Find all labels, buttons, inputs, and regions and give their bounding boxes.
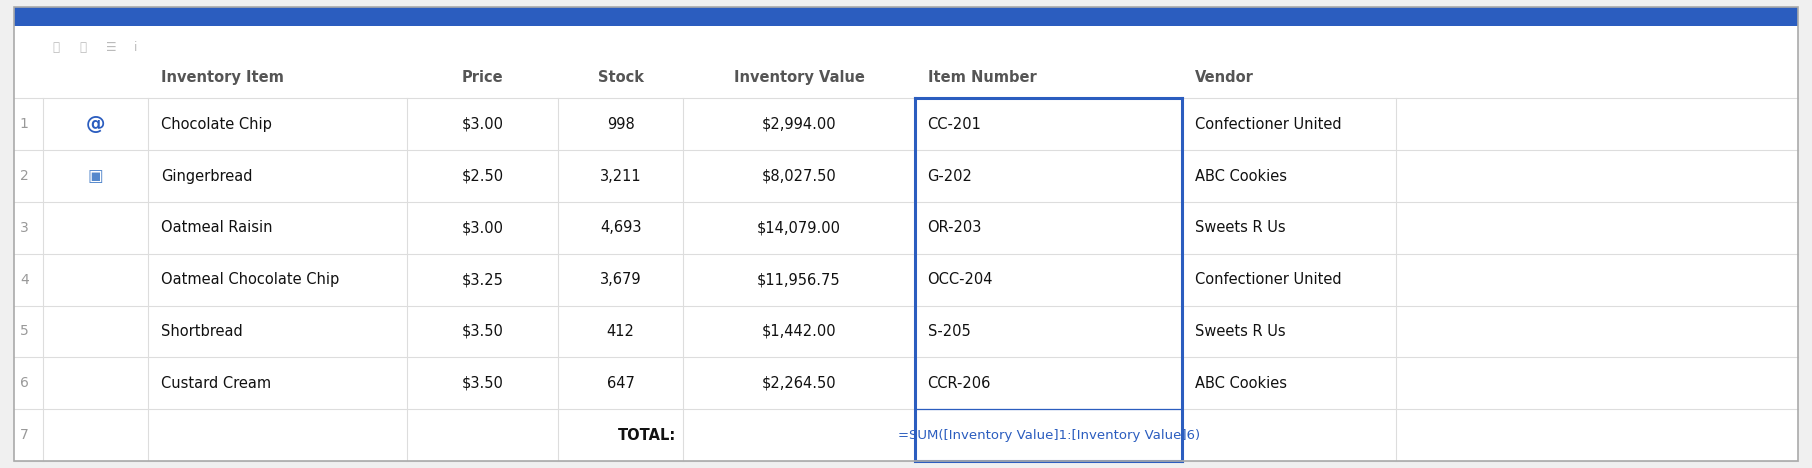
Text: CCR-206: CCR-206 <box>928 376 991 391</box>
Text: $3.00: $3.00 <box>462 117 504 132</box>
Text: $2,264.50: $2,264.50 <box>761 376 837 391</box>
Text: ☰: ☰ <box>107 41 118 54</box>
Text: Oatmeal Raisin: Oatmeal Raisin <box>161 220 272 235</box>
Text: $14,079.00: $14,079.00 <box>757 220 841 235</box>
Text: S-205: S-205 <box>928 324 971 339</box>
Text: 3,679: 3,679 <box>600 272 641 287</box>
Text: 412: 412 <box>607 324 634 339</box>
Bar <box>917 411 1181 459</box>
Text: $8,027.50: $8,027.50 <box>761 168 837 183</box>
Text: ⎘: ⎘ <box>53 41 60 54</box>
Text: Confectioner United: Confectioner United <box>1196 272 1341 287</box>
Text: 4,693: 4,693 <box>600 220 641 235</box>
Text: Price: Price <box>462 71 504 86</box>
Text: CC-201: CC-201 <box>928 117 982 132</box>
Text: Gingerbread: Gingerbread <box>161 168 252 183</box>
Text: $3.25: $3.25 <box>462 272 504 287</box>
Text: 3: 3 <box>20 221 29 235</box>
Text: 647: 647 <box>607 376 634 391</box>
Text: ABC Cookies: ABC Cookies <box>1196 168 1287 183</box>
Text: $2.50: $2.50 <box>462 168 504 183</box>
Text: 1: 1 <box>20 117 29 131</box>
Text: 6: 6 <box>20 376 29 390</box>
Text: OCC-204: OCC-204 <box>928 272 993 287</box>
Bar <box>14 7 1798 26</box>
Text: $2,994.00: $2,994.00 <box>761 117 837 132</box>
Text: Sweets R Us: Sweets R Us <box>1196 220 1287 235</box>
Text: 2: 2 <box>20 169 29 183</box>
Text: Oatmeal Chocolate Chip: Oatmeal Chocolate Chip <box>161 272 339 287</box>
Text: $11,956.75: $11,956.75 <box>757 272 841 287</box>
Text: Confectioner United: Confectioner United <box>1196 117 1341 132</box>
Text: 4: 4 <box>20 273 29 286</box>
Text: OR-203: OR-203 <box>928 220 982 235</box>
Text: $3.50: $3.50 <box>462 376 504 391</box>
Text: $3.50: $3.50 <box>462 324 504 339</box>
Text: Item Number: Item Number <box>928 71 1036 86</box>
Text: 5: 5 <box>20 324 29 338</box>
Text: 3,211: 3,211 <box>600 168 641 183</box>
Text: G-202: G-202 <box>928 168 973 183</box>
Text: $3.00: $3.00 <box>462 220 504 235</box>
Text: ABC Cookies: ABC Cookies <box>1196 376 1287 391</box>
Text: TOTAL:: TOTAL: <box>618 428 676 443</box>
Text: =SUM([Inventory Value]1:[Inventory Value]6): =SUM([Inventory Value]1:[Inventory Value… <box>897 429 1200 442</box>
Text: ␥: ␥ <box>80 41 87 54</box>
Text: i: i <box>134 41 138 54</box>
Text: Shortbread: Shortbread <box>161 324 243 339</box>
Text: 998: 998 <box>607 117 634 132</box>
Text: Custard Cream: Custard Cream <box>161 376 272 391</box>
Text: Stock: Stock <box>598 71 643 86</box>
Text: Vendor: Vendor <box>1196 71 1254 86</box>
Text: Inventory Item: Inventory Item <box>161 71 284 86</box>
Text: $1,442.00: $1,442.00 <box>761 324 837 339</box>
Text: Chocolate Chip: Chocolate Chip <box>161 117 272 132</box>
Text: Sweets R Us: Sweets R Us <box>1196 324 1287 339</box>
Text: 7: 7 <box>20 428 29 442</box>
Text: @: @ <box>85 115 105 134</box>
Text: Inventory Value: Inventory Value <box>734 71 864 86</box>
Text: ▣: ▣ <box>87 167 103 185</box>
